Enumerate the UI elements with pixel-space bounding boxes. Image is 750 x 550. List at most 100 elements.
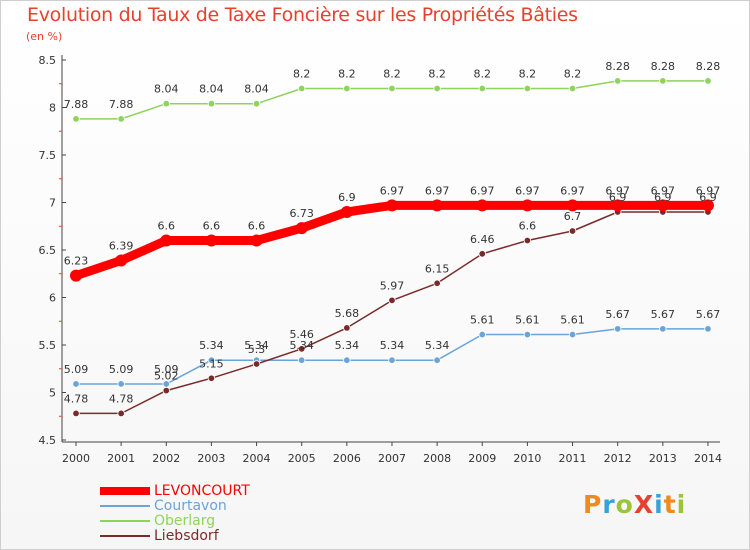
x-tick-label: 2005 (288, 452, 316, 465)
data-point (343, 324, 351, 332)
legend-swatch-oberlarg (100, 520, 150, 522)
x-tick-label: 2011 (559, 452, 587, 465)
data-point (523, 84, 532, 93)
data-point (568, 330, 577, 339)
legend-label-liebsdorf: Liebsdorf (154, 528, 219, 544)
data-point (521, 199, 534, 212)
y-tick-label: 5 (49, 387, 56, 400)
data-point (252, 99, 261, 108)
data-point (162, 99, 170, 108)
data-point (523, 236, 532, 245)
x-tick-label: 2008 (423, 452, 451, 465)
y-tick-label: 6 (49, 292, 56, 305)
data-point (611, 199, 624, 212)
data-label: 6.15 (425, 262, 450, 275)
data-point (659, 325, 667, 333)
data-label: 6.97 (470, 184, 495, 197)
x-tick-label: 2003 (197, 452, 225, 465)
data-label: 5.34 (199, 339, 224, 352)
data-label: 4.78 (109, 392, 134, 405)
data-label: 8.28 (696, 60, 721, 73)
logo-letter: o (615, 490, 634, 519)
x-tick-label: 2014 (694, 452, 722, 465)
data-point (388, 356, 396, 364)
data-label: 5.09 (154, 363, 179, 376)
data-point (388, 296, 396, 305)
data-point (207, 374, 216, 382)
data-point (613, 77, 622, 85)
data-label: 6.9 (699, 191, 717, 204)
data-label: 6.6 (519, 220, 537, 233)
data-point (162, 386, 170, 395)
data-label: 6.23 (64, 255, 89, 268)
data-point (659, 77, 667, 85)
data-point (433, 84, 441, 93)
data-point (523, 330, 532, 339)
data-label: 6.97 (651, 184, 676, 197)
data-point (72, 380, 80, 388)
data-label: 5.67 (605, 308, 630, 321)
x-tick-label: 2006 (333, 452, 361, 465)
data-label: 8.2 (564, 68, 582, 81)
data-point (478, 250, 486, 258)
legend-item-liebsdorf: Liebsdorf (100, 529, 300, 544)
data-label: 6.97 (605, 184, 630, 197)
y-tick-label: 7 (49, 197, 56, 210)
legend: LEVONCOURT Courtavon Oberlarg Liebsdorf (100, 484, 300, 544)
x-tick-label: 2000 (62, 452, 90, 465)
data-point (340, 206, 353, 218)
data-label: 8.04 (244, 83, 269, 96)
legend-label-oberlarg: Oberlarg (154, 513, 216, 529)
data-point (205, 234, 218, 247)
data-label: 5.15 (199, 357, 224, 370)
logo-letter: r (602, 490, 616, 519)
data-label: 8.28 (651, 60, 676, 73)
data-label: 5.34 (244, 339, 269, 352)
data-label: 6.97 (560, 184, 585, 197)
data-label: 5.68 (335, 307, 360, 320)
data-label: 5.67 (696, 308, 721, 321)
data-label: 7.88 (109, 98, 134, 111)
data-point (343, 84, 351, 93)
proxiti-logo: ProXiti (583, 490, 686, 519)
data-label: 8.2 (519, 68, 537, 81)
logo-letter: i (676, 490, 687, 519)
data-label: 5.09 (64, 363, 89, 376)
data-point (115, 254, 128, 267)
data-label: 6.9 (654, 191, 672, 204)
y-tick-label: 5.5 (39, 339, 57, 352)
data-point (295, 222, 308, 235)
data-point (207, 99, 216, 108)
legend-swatch-liebsdorf (100, 535, 150, 537)
data-point (433, 279, 441, 287)
x-tick-label: 2013 (649, 452, 677, 465)
y-tick-label: 4.5 (39, 434, 57, 447)
data-label: 8.2 (474, 68, 492, 81)
logo-letter: P (583, 490, 603, 519)
data-label: 6.7 (564, 210, 582, 223)
x-tick-label: 2001 (107, 452, 135, 465)
data-point (476, 199, 489, 212)
data-point (298, 345, 306, 353)
data-point (566, 199, 579, 212)
data-point (704, 325, 712, 333)
data-label: 6.6 (158, 220, 176, 233)
data-point (117, 115, 125, 123)
legend-swatch-levoncourt (100, 487, 150, 495)
data-label: 5.09 (109, 363, 134, 376)
x-tick-label: 2007 (378, 452, 406, 465)
data-label: 5.46 (289, 328, 314, 341)
data-point (160, 234, 173, 247)
data-label: 8.28 (605, 60, 630, 73)
data-label: 8.2 (293, 68, 311, 81)
y-tick-label: 8 (49, 102, 56, 115)
data-point (70, 269, 82, 282)
data-label: 6.73 (289, 207, 314, 220)
data-label: 6.97 (696, 184, 721, 197)
data-point (72, 115, 80, 123)
data-label: 6.39 (109, 239, 134, 252)
data-label: 7.88 (64, 98, 89, 111)
data-point (478, 84, 486, 93)
data-point (478, 330, 486, 339)
